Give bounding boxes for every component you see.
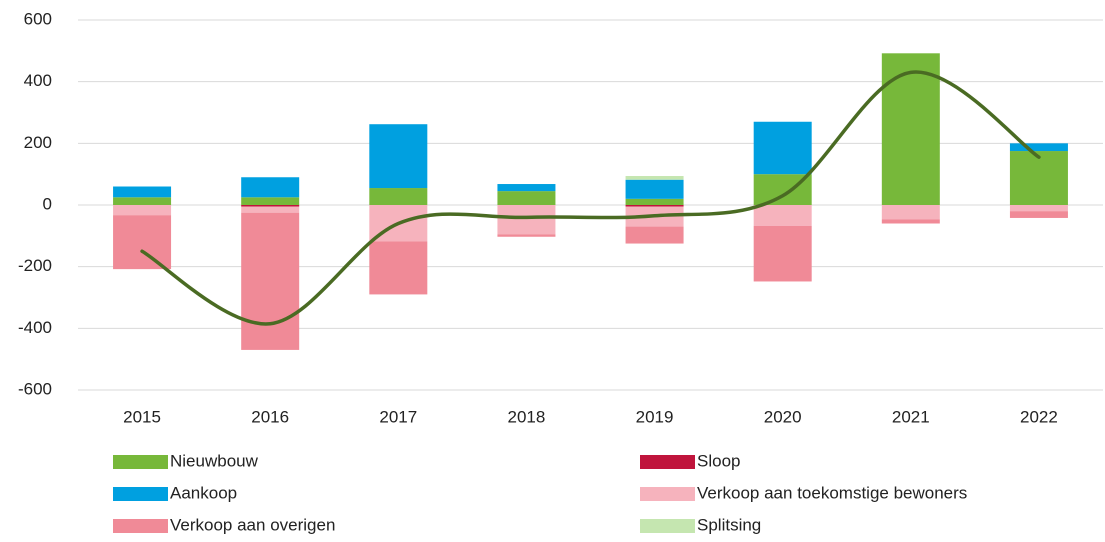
y-tick-label: -200 — [18, 256, 52, 275]
legend-swatch — [640, 487, 695, 501]
legend-swatch — [640, 455, 695, 469]
legend-label: Nieuwbouw — [170, 451, 259, 470]
bar-segment — [1009, 205, 1068, 212]
x-tick-label: 2016 — [251, 407, 289, 426]
y-tick-label: 600 — [24, 9, 52, 28]
legend-swatch — [113, 455, 168, 469]
bar-segment — [369, 124, 428, 189]
legend-swatch — [113, 519, 168, 533]
legend-label: Verkoop aan overigen — [170, 515, 335, 534]
x-tick-label: 2018 — [508, 407, 546, 426]
x-tick-label: 2020 — [764, 407, 802, 426]
bar-segment — [1009, 143, 1068, 152]
legend-label: Aankoop — [170, 483, 237, 502]
bar-segment — [113, 186, 172, 198]
bar-segment — [625, 205, 684, 207]
x-tick-label: 2022 — [1020, 407, 1058, 426]
y-tick-label: 0 — [43, 194, 52, 213]
bar-segment — [113, 197, 172, 205]
y-tick-label: -600 — [18, 379, 52, 398]
legend-swatch — [113, 487, 168, 501]
legend-label: Verkoop aan toekomstige bewoners — [697, 483, 967, 502]
bar-segment — [881, 205, 940, 220]
bar-segment — [369, 241, 428, 295]
bar-segment — [241, 197, 300, 205]
y-tick-label: 400 — [24, 71, 52, 90]
bar-segment — [241, 177, 300, 198]
x-tick-label: 2021 — [892, 407, 930, 426]
bar-segment — [497, 191, 556, 205]
bar-segment — [625, 226, 684, 244]
y-tick-label: -400 — [18, 318, 52, 337]
bar-segment — [753, 205, 812, 226]
bar-segment — [753, 121, 812, 175]
legend-swatch — [640, 519, 695, 533]
bar-segment — [113, 215, 172, 270]
bar-segment — [241, 205, 300, 207]
bar-segment — [625, 179, 684, 199]
bar-segment — [881, 219, 940, 224]
bar-segment — [369, 188, 428, 205]
bar-segment — [113, 205, 172, 216]
bar-segment — [1009, 151, 1068, 205]
bar-segment — [241, 212, 300, 350]
x-tick-label: 2015 — [123, 407, 161, 426]
bar-segment — [1009, 211, 1068, 218]
bar-segment — [497, 184, 556, 192]
bar-segment — [753, 225, 812, 282]
bar-segment — [497, 205, 556, 235]
net-line — [140, 70, 1041, 326]
x-tick-label: 2017 — [379, 407, 417, 426]
bar-segment — [497, 234, 556, 237]
bar-segment — [241, 206, 300, 213]
legend-label: Sloop — [697, 451, 740, 470]
bar-segment — [625, 198, 684, 205]
y-tick-label: 200 — [24, 133, 52, 152]
legend-label: Splitsing — [697, 515, 761, 534]
bar-segment — [625, 176, 684, 180]
bar-segment — [881, 53, 940, 205]
x-tick-label: 2019 — [636, 407, 674, 426]
